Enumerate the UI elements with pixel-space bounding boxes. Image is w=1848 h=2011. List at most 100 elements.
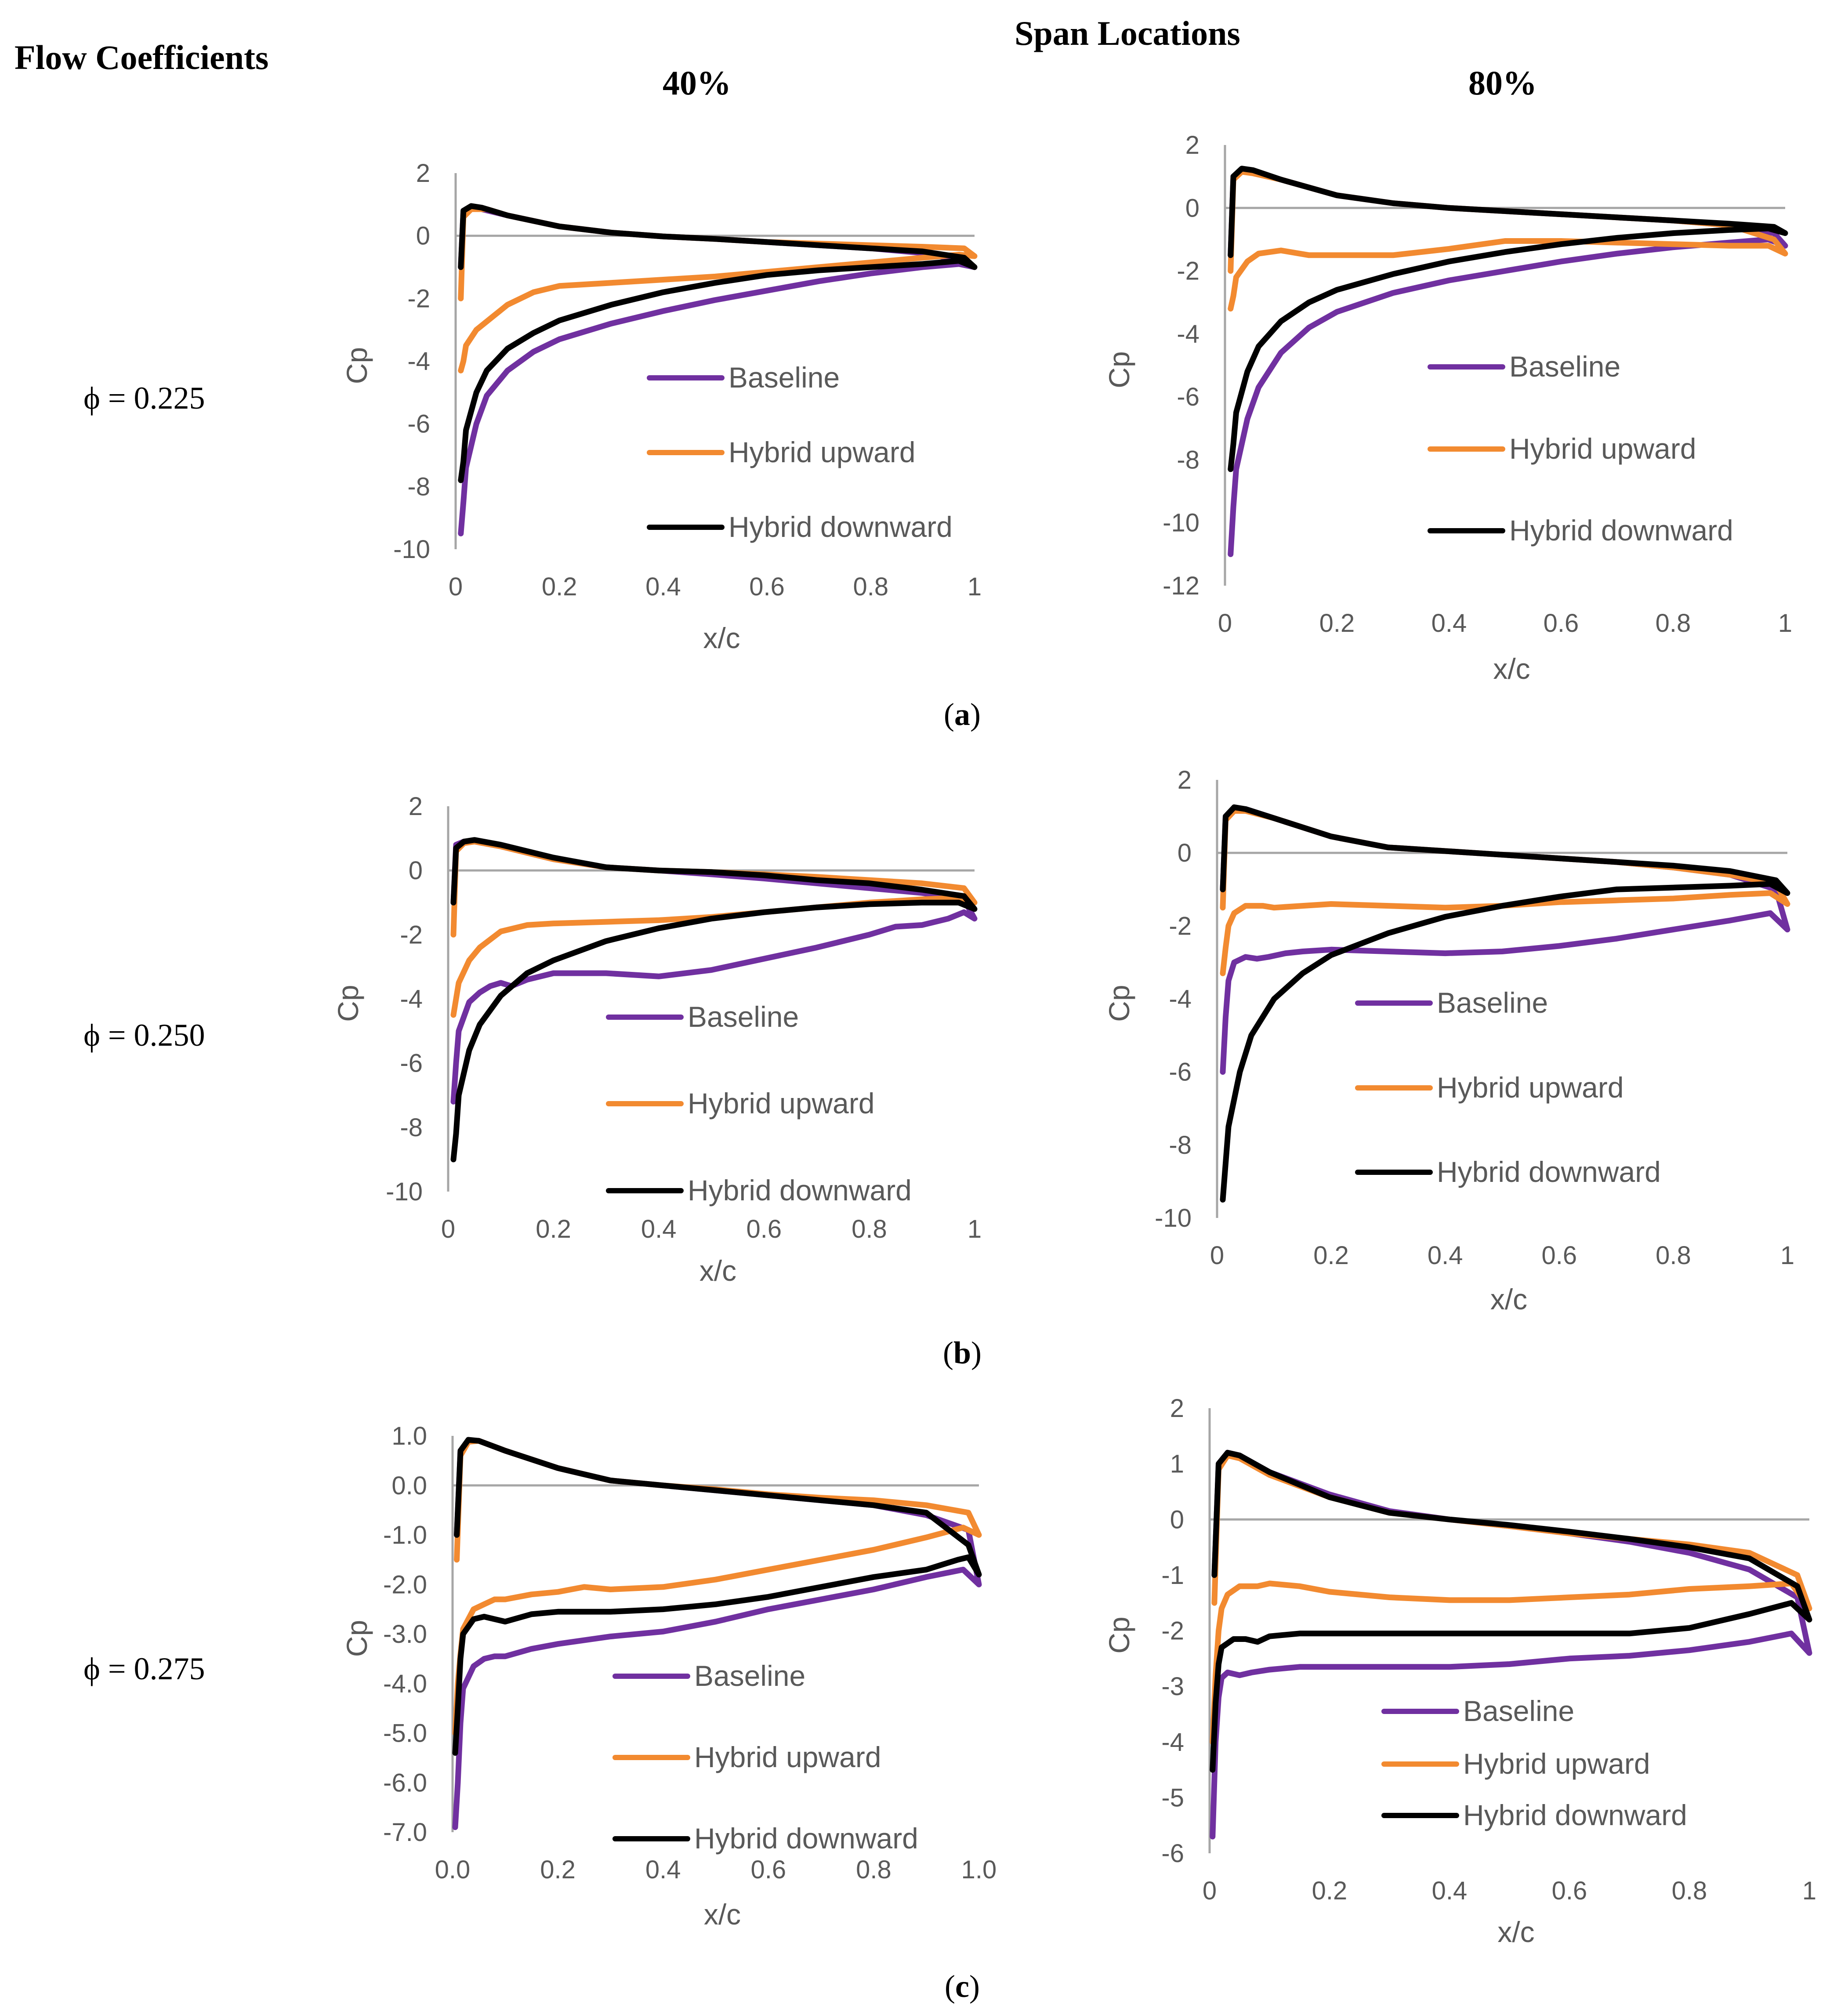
y-tick-label: -6 (1177, 383, 1199, 411)
x-tick-label: 0.6 (750, 1855, 786, 1884)
row-label-b: ϕ = 0.250 (83, 1018, 205, 1053)
y-tick-label: -1.0 (383, 1521, 427, 1550)
caption-close: ) (969, 1969, 980, 2004)
caption-b: (b) (943, 1335, 982, 1370)
series-baseline (1228, 167, 1788, 557)
y-tick-label: -7.0 (383, 1818, 427, 1847)
x-tick-label: 0.4 (1431, 609, 1467, 638)
legend-label: Hybrid downward (1509, 514, 1733, 547)
legend-label: Baseline (1437, 986, 1548, 1019)
x-tick-label: 0.2 (540, 1855, 576, 1884)
y-tick-label: 2 (416, 159, 430, 188)
y-tick-label: 2 (1170, 1394, 1184, 1423)
y-tick-label: -10 (386, 1178, 423, 1206)
y-tick-label: 0 (416, 222, 430, 250)
x-tick-label: 0.8 (853, 573, 888, 601)
x-tick-label: 0.2 (1312, 1877, 1348, 1905)
legend-label: Hybrid upward (1463, 1747, 1650, 1780)
caption-close: ) (970, 697, 981, 732)
series-hybrid-downward (1220, 804, 1790, 1203)
chart-a-40pct: 2 0 -2 -4 -6 -8 -10 0 0.2 0.4 0.6 0.8 1 x/c Cp Baseline… (341, 159, 982, 654)
y-tick-label: -2.0 (383, 1570, 427, 1599)
x-tick-label: 0.0 (435, 1855, 471, 1884)
x-tick-label: 0.8 (1672, 1877, 1707, 1905)
y-tick-label: -6 (407, 410, 430, 438)
x-tick-label: 0.4 (645, 573, 681, 601)
y-axis-label: Cp (1103, 1616, 1135, 1653)
row-label-a: ϕ = 0.225 (83, 380, 205, 416)
y-tick-label: -6.0 (383, 1768, 427, 1797)
header-flow-coefficients: Flow Coefficients (14, 38, 268, 76)
series-hybrid-downward (1210, 1449, 1812, 1773)
y-tick-label: 2 (1178, 766, 1192, 794)
x-axis-label: x/c (703, 622, 740, 654)
caption-letter: b (953, 1335, 971, 1370)
x-tick-label: 1.0 (961, 1855, 997, 1884)
y-tick-label: -4 (407, 347, 430, 376)
series-baseline (458, 205, 978, 536)
caption-open: ( (943, 1335, 953, 1370)
row-label-c: ϕ = 0.275 (83, 1651, 205, 1686)
x-tick-label: 0.4 (1432, 1877, 1468, 1905)
x-tick-label: 0.6 (1541, 1241, 1577, 1270)
y-tick-label: -8 (400, 1113, 423, 1142)
chart-a-80pct: 2 0 -2 -4 -6 -8 -10 -12 0 0.2 0.4 0.6 0.8 1 x/c Cp Basel… (1103, 131, 1792, 685)
y-tick-label: -2 (400, 920, 423, 949)
x-axis-label: x/c (699, 1254, 736, 1287)
y-tick-label: 1.0 (391, 1422, 427, 1450)
y-tick-label: 0 (1170, 1505, 1184, 1534)
chart-c-40pct: 1.0 0.0 -1.0 -2.0 -3.0 -4.0 -5.0 -6.0 -7.0 0.0 0.2… (341, 1422, 996, 1931)
legend-label: Hybrid downward (1437, 1156, 1661, 1188)
y-tick-label: -6 (400, 1049, 423, 1078)
x-tick-label: 0.2 (536, 1215, 571, 1243)
legend-label: Baseline (688, 1000, 799, 1033)
x-axis-label: x/c (1493, 652, 1530, 685)
chart-b-80pct: 2 0 -2 -4 -6 -8 -10 0 0.2 0.4 0.6 0.8 1 x/c Cp Baseline… (1103, 766, 1794, 1315)
x-tick-label: 1 (1780, 1241, 1794, 1270)
y-tick-label: -3.0 (383, 1620, 427, 1649)
series-hybrid-downward (1228, 166, 1788, 472)
y-tick-label: -10 (1155, 1204, 1192, 1232)
x-axis-label: x/c (1497, 1916, 1534, 1948)
x-tick-label: 0.8 (852, 1215, 887, 1243)
y-tick-label: -4 (400, 985, 423, 1014)
caption-c: (c) (945, 1969, 980, 2004)
y-tick-label: -2 (1177, 257, 1199, 286)
x-tick-label: 0 (449, 573, 463, 601)
legend-label: Hybrid downward (1463, 1799, 1687, 1831)
x-tick-label: 0.4 (645, 1855, 681, 1884)
y-axis-label: Cp (332, 985, 364, 1022)
header-span-locations: Span Locations (1015, 14, 1240, 52)
y-axis-label: Cp (1103, 985, 1135, 1022)
x-tick-label: 0 (1203, 1877, 1217, 1905)
legend-label: Hybrid downward (688, 1174, 912, 1207)
y-tick-label: -5.0 (383, 1719, 427, 1748)
y-tick-label: 1 (1170, 1450, 1184, 1478)
charts-container: 20-2-4-6-8-100 0.2 0.4 0.6 0.8 1x/cCp Baseline… (332, 131, 1816, 1948)
x-tick-label: 0.2 (1313, 1241, 1349, 1270)
y-tick-label: 0.0 (391, 1471, 427, 1500)
caption-open: ( (944, 697, 954, 732)
x-axis-label: x/c (704, 1898, 741, 1931)
x-tick-label: 0 (1218, 609, 1232, 638)
legend-label: Baseline (694, 1660, 805, 1692)
legend-label: Baseline (728, 361, 840, 394)
legend-label: Hybrid downward (728, 511, 953, 543)
x-tick-label: 0.8 (1656, 609, 1691, 638)
y-tick-label: -6 (1161, 1839, 1184, 1868)
y-tick-label: -12 (1163, 572, 1199, 600)
y-tick-label: -1 (1161, 1561, 1184, 1590)
y-tick-label: 0 (1185, 194, 1199, 222)
y-tick-label: 2 (1185, 131, 1199, 159)
series-hybrid-upward (1228, 169, 1788, 312)
y-tick-label: -10 (1163, 509, 1199, 537)
y-tick-label: -8 (1169, 1131, 1192, 1159)
x-tick-label: 0 (1210, 1241, 1224, 1270)
x-tick-label: 0.6 (1552, 1877, 1587, 1905)
y-tick-label: -3 (1161, 1672, 1184, 1701)
y-tick-label: 2 (409, 792, 423, 821)
x-tick-label: 0.6 (746, 1215, 782, 1243)
series-hybrid-upward (458, 206, 978, 373)
x-tick-label: 0.6 (749, 573, 785, 601)
y-tick-label: -5 (1161, 1783, 1184, 1812)
